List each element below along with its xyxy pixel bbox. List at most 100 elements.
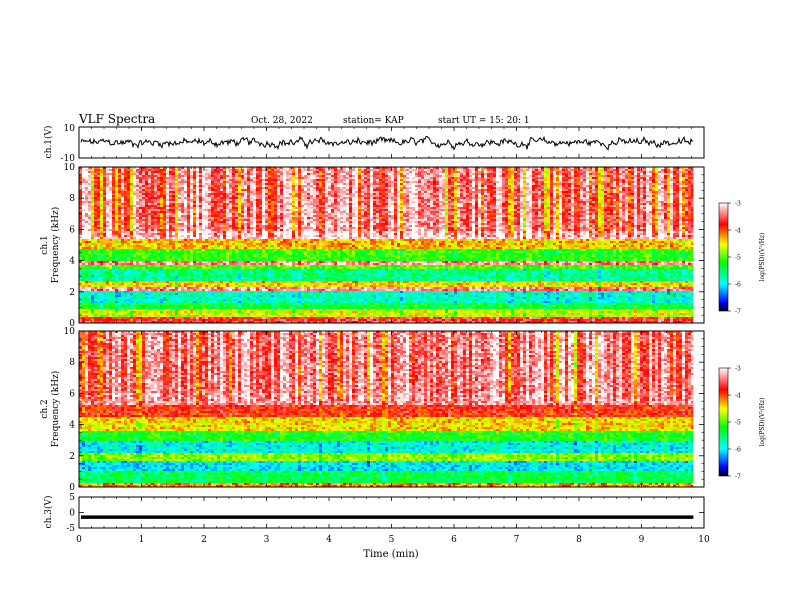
- spectrogram-cell: [160, 185, 163, 187]
- spectrogram-cell: [154, 205, 157, 207]
- spectrogram-cell: [622, 179, 625, 181]
- spectrogram-cell: [115, 191, 118, 193]
- spectrogram-cell: [211, 177, 214, 179]
- spectrogram-cell: [175, 177, 178, 179]
- spectrogram-cell: [292, 197, 295, 199]
- spectrogram-cell: [418, 211, 421, 213]
- spectrogram-cell: [403, 185, 406, 187]
- spectrogram-cell: [244, 205, 247, 207]
- spectrogram-cell: [121, 189, 124, 191]
- spectrogram-cell: [475, 185, 478, 187]
- spectrogram-cell: [94, 207, 97, 209]
- spectrogram-cell: [556, 201, 559, 203]
- spectrogram-cell: [412, 177, 415, 179]
- spectrogram-cell: [445, 201, 448, 203]
- spectrogram-cell: [340, 195, 343, 197]
- spectrogram-cell: [610, 169, 613, 171]
- spectrogram-cell: [319, 197, 322, 199]
- spectrogram-cell: [256, 199, 259, 201]
- spectrogram-cell: [613, 177, 616, 179]
- spectrogram-cell: [592, 209, 595, 211]
- spectrogram-cell: [190, 199, 193, 201]
- spectrogram-cell: [142, 177, 145, 179]
- spectrogram-cell: [202, 171, 205, 173]
- spectrogram-cell: [199, 177, 202, 179]
- spectrogram-cell: [583, 203, 586, 205]
- spectrogram-cell: [376, 211, 379, 213]
- spectrogram-cell: [463, 205, 466, 207]
- spectrogram-cell: [529, 183, 532, 185]
- spectrogram-cell: [130, 209, 133, 211]
- spectrogram-cell: [622, 203, 625, 205]
- spectrogram-cell: [379, 199, 382, 201]
- spectrogram-cell: [589, 177, 592, 179]
- spectrogram-cell: [655, 205, 658, 207]
- spectrogram-cell: [685, 209, 688, 211]
- spectrogram-cell: [154, 183, 157, 185]
- spectrogram-cell: [229, 169, 232, 171]
- spectrogram-cell: [658, 189, 661, 191]
- spectrogram-cell: [607, 173, 610, 175]
- spectrogram-cell: [379, 185, 382, 187]
- spectrogram-cell: [193, 189, 196, 191]
- spectrogram-cell: [283, 181, 286, 183]
- spectrogram-cell: [523, 197, 526, 199]
- spectrogram-cell: [571, 197, 574, 199]
- spectrogram-cell: [265, 191, 268, 193]
- spectrogram-cell: [538, 209, 541, 211]
- spectrogram-cell: [460, 175, 463, 177]
- spectrogram-cell: [475, 179, 478, 181]
- spectrogram-cell: [199, 205, 202, 207]
- spectrogram-cell: [379, 187, 382, 189]
- spectrogram-cell: [622, 187, 625, 189]
- spectrogram-cell: [166, 181, 169, 183]
- spectrogram-cell: [520, 171, 523, 173]
- spectrogram-cell: [88, 175, 91, 177]
- spectrogram-cell: [178, 179, 181, 181]
- spectrogram-cell: [241, 175, 244, 177]
- spectrogram-cell: [358, 173, 361, 175]
- spectrogram-cell: [619, 211, 622, 213]
- spectrogram-cell: [382, 173, 385, 175]
- spectrogram-cell: [259, 183, 262, 185]
- spectrogram-cell: [463, 209, 466, 211]
- spectrogram-cell: [514, 171, 517, 173]
- spectrogram-cell: [529, 193, 532, 195]
- spectrogram-cell: [589, 173, 592, 175]
- spectrogram-cell: [355, 173, 358, 175]
- spectrogram-cell: [481, 203, 484, 205]
- spectrogram-cell: [334, 203, 337, 205]
- spectrogram-cell: [280, 181, 283, 183]
- spectrogram-cell: [646, 211, 649, 213]
- spectrogram-cell: [601, 171, 604, 173]
- spectrogram-cell: [676, 171, 679, 173]
- spectrogram-cell: [592, 189, 595, 191]
- spectrogram-cell: [262, 187, 265, 189]
- spectrogram-cell: [292, 207, 295, 209]
- spectrogram-cell: [130, 175, 133, 177]
- spectrogram-cell: [448, 197, 451, 199]
- spectrogram-cell: [466, 193, 469, 195]
- spectrogram-cell: [328, 173, 331, 175]
- spectrogram-cell: [550, 189, 553, 191]
- spectrogram-cell: [451, 211, 454, 213]
- spectrogram-cell: [307, 203, 310, 205]
- spectrogram-cell: [559, 179, 562, 181]
- spectrogram-cell: [214, 211, 217, 213]
- spectrogram-cell: [604, 201, 607, 203]
- spectrogram-cell: [553, 193, 556, 195]
- spectrogram-cell: [589, 203, 592, 205]
- spectrogram-cell: [520, 173, 523, 175]
- spectrogram-cell: [274, 209, 277, 211]
- spectrogram-cell: [100, 185, 103, 187]
- spectrogram-cell: [259, 193, 262, 195]
- spectrogram-cell: [382, 191, 385, 193]
- spectrogram-cell: [445, 169, 448, 171]
- spectrogram-cell: [130, 191, 133, 193]
- spectrogram-cell: [397, 197, 400, 199]
- spectrogram-cell: [112, 171, 115, 173]
- spectrogram-cell: [124, 181, 127, 183]
- spectrogram-cell: [232, 193, 235, 195]
- spectrogram-cell: [124, 189, 127, 191]
- spectrogram-cell: [433, 181, 436, 183]
